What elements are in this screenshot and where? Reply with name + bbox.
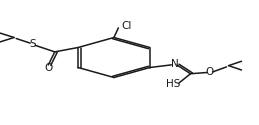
Text: O: O	[44, 63, 52, 73]
Text: N: N	[171, 59, 178, 69]
Text: O: O	[206, 68, 214, 78]
Text: S: S	[30, 39, 36, 49]
Text: HS: HS	[166, 79, 180, 89]
Text: Cl: Cl	[122, 21, 132, 31]
